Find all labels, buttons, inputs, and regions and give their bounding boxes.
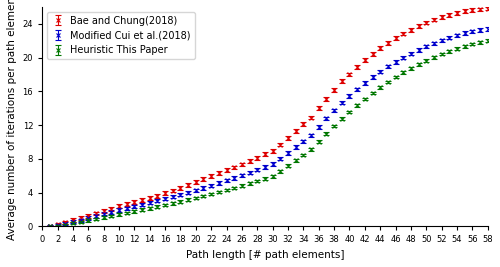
- Y-axis label: Average number of iterations per path element: Average number of iterations per path el…: [7, 0, 17, 240]
- X-axis label: Path length [# path elements]: Path length [# path elements]: [186, 250, 344, 260]
- Legend: Bae and Chung(2018), Modified Cui et al.(2018), Heuristic This Paper: Bae and Chung(2018), Modified Cui et al.…: [47, 12, 195, 59]
